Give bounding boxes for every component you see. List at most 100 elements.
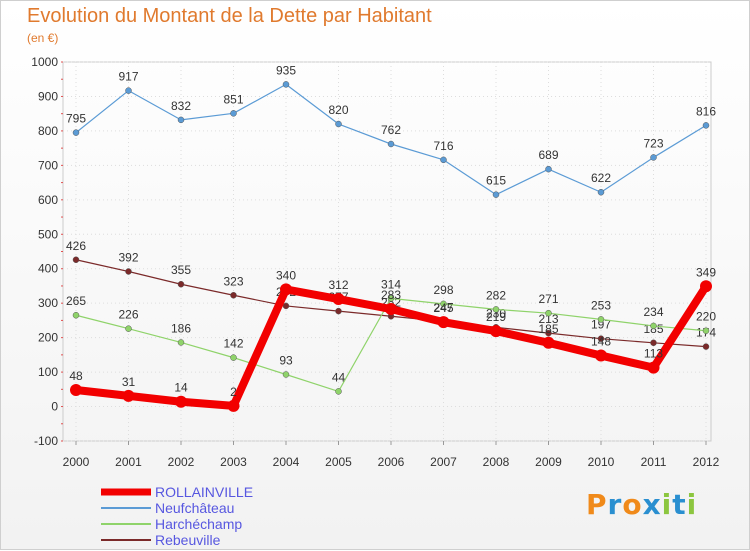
data-point-rebeuville <box>230 292 237 299</box>
data-label-rollainville: 245 <box>433 301 453 315</box>
data-point-rollainville <box>595 349 607 362</box>
data-label-rebeuville: 213 <box>538 312 558 326</box>
x-tick-label: 2010 <box>588 455 615 469</box>
data-point-harchechamp <box>335 388 342 395</box>
data-point-rebeuville <box>335 307 342 315</box>
data-point-rebeuville <box>177 280 185 288</box>
data-label-rollainville: 48 <box>69 369 83 383</box>
data-label-neufchateau: 816 <box>696 104 716 118</box>
y-tick-label: -100 <box>34 434 58 448</box>
data-label-rollainville: 14 <box>174 381 188 395</box>
data-label-rebeuville: 426 <box>66 239 86 253</box>
data-label-harchechamp: 186 <box>171 321 191 335</box>
data-label-rebeuville: 197 <box>591 318 611 332</box>
data-point-rebeuville <box>125 268 132 275</box>
x-tick-label: 2002 <box>168 455 195 469</box>
y-tick-label: 800 <box>38 124 58 138</box>
legend-label-rollainville: ROLLAINVILLE <box>155 484 253 500</box>
data-point-harchechamp <box>597 316 605 323</box>
data-label-rollainville: 31 <box>122 375 136 389</box>
data-point-neufchateau <box>125 87 132 94</box>
data-label-harchechamp: 234 <box>643 305 663 319</box>
data-label-neufchateau: 689 <box>538 148 558 162</box>
x-tick-label: 2003 <box>220 455 247 469</box>
data-point-neufchateau <box>597 188 605 196</box>
x-tick-label: 2001 <box>115 455 142 469</box>
data-point-neufchateau <box>177 116 185 124</box>
data-point-harchechamp <box>125 325 132 332</box>
data-label-rollainville: 340 <box>276 268 296 282</box>
x-tick-label: 2000 <box>63 455 90 469</box>
data-label-neufchateau: 622 <box>591 171 611 185</box>
data-point-neufchateau <box>387 140 395 148</box>
data-label-neufchateau: 851 <box>223 92 243 106</box>
data-label-harchechamp: 298 <box>433 283 453 297</box>
data-point-rollainville <box>70 384 82 397</box>
x-tick-label: 2007 <box>430 455 457 469</box>
data-point-harchechamp <box>492 306 500 313</box>
data-label-rollainville: 148 <box>591 335 611 349</box>
y-tick-label: 400 <box>38 262 58 276</box>
data-label-neufchateau: 795 <box>66 112 86 126</box>
logo-letter: i <box>686 488 698 521</box>
data-label-rollainville: 113 <box>644 347 663 361</box>
x-tick-label: 2011 <box>641 455 667 469</box>
x-tick-label: 2008 <box>483 455 510 469</box>
data-point-harchechamp <box>72 311 80 319</box>
data-point-rollainville <box>700 280 712 293</box>
data-point-neufchateau <box>702 122 710 129</box>
data-label-neufchateau: 716 <box>433 139 453 153</box>
x-tick-label: 2004 <box>273 455 300 469</box>
legend-label-harchechamp: Harchéchamp <box>155 516 242 532</box>
data-label-rebeuville: 355 <box>171 263 191 277</box>
proxiti-logo: Proxiti <box>586 488 697 521</box>
data-label-rollainville: 219 <box>486 310 506 324</box>
logo-letter: x <box>642 488 662 521</box>
x-tick-label: 2005 <box>325 455 352 469</box>
data-point-rebeuville <box>597 335 605 342</box>
y-tick-label: 600 <box>38 193 58 207</box>
data-label-harchechamp: 93 <box>279 354 293 368</box>
data-label-harchechamp: 44 <box>332 370 346 384</box>
data-label-rebeuville: 323 <box>223 274 243 288</box>
data-label-rollainville: 283 <box>381 288 401 302</box>
data-point-harchechamp <box>650 322 657 330</box>
data-point-rollainville <box>385 303 397 316</box>
y-tick-label: 100 <box>38 365 58 379</box>
plot-frame <box>62 61 712 442</box>
x-tick-label: 2009 <box>535 455 562 469</box>
data-point-rollainville <box>542 336 555 349</box>
data-point-rebeuville <box>545 329 552 337</box>
data-point-harchechamp <box>440 300 447 308</box>
data-label-harchechamp: 271 <box>538 292 558 306</box>
data-label-neufchateau: 615 <box>486 174 506 188</box>
data-label-harchechamp: 253 <box>591 298 611 312</box>
logo-letter: r <box>607 488 623 521</box>
data-point-neufchateau <box>545 165 552 173</box>
data-point-rebeuville <box>702 343 710 350</box>
logo-letter: o <box>622 488 643 521</box>
data-label-harchechamp: 226 <box>118 308 138 322</box>
chart-subtitle: (en €) <box>27 31 59 45</box>
data-point-harchechamp <box>702 327 710 334</box>
data-point-harchechamp <box>177 339 185 346</box>
data-label-harchechamp: 220 <box>696 310 716 324</box>
data-point-rebeuville <box>650 339 657 347</box>
data-point-harchechamp <box>545 309 552 317</box>
data-point-neufchateau <box>440 156 447 164</box>
data-label-rollainville: 185 <box>538 322 558 336</box>
data-point-rollainville <box>490 325 502 338</box>
y-tick-label: 900 <box>38 89 58 103</box>
logo-letter: i <box>661 488 673 521</box>
data-label-neufchateau: 762 <box>381 123 401 137</box>
y-tick-label: 300 <box>38 296 58 310</box>
data-label-neufchateau: 917 <box>118 70 138 84</box>
data-point-rollainville <box>227 399 240 412</box>
data-label-harchechamp: 314 <box>381 277 401 291</box>
y-tick-label: 0 <box>51 400 58 414</box>
data-label-neufchateau: 935 <box>276 63 296 77</box>
data-point-rollainville <box>647 361 660 374</box>
data-label-rollainville: 312 <box>328 278 348 292</box>
data-label-harchechamp: 282 <box>486 288 506 302</box>
